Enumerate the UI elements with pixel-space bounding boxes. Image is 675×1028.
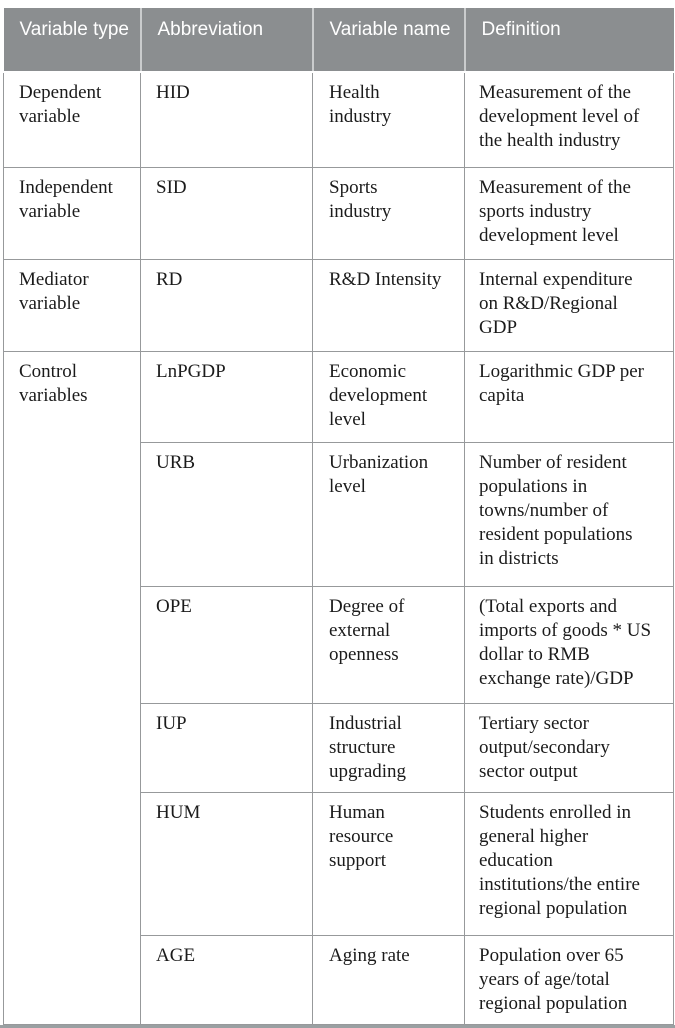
cell-variable-name: Industrial structure upgrading bbox=[312, 702, 465, 793]
cell-variable-name: Economic development level bbox=[312, 350, 465, 443]
cell-definition: Logarithmic GDP per capita bbox=[464, 350, 674, 443]
header-abbreviation: Abbreviation bbox=[139, 8, 313, 73]
variables-table: Variable type Abbreviation Variable name… bbox=[0, 8, 675, 1028]
cell-variable-type: Dependent variable bbox=[3, 71, 141, 168]
table-header: Variable type Abbreviation Variable name… bbox=[3, 8, 674, 73]
header-variable-name: Variable name bbox=[311, 8, 465, 73]
cell-variable-name: Urbanization level bbox=[312, 441, 465, 587]
cell-abbreviation: SID bbox=[140, 166, 313, 260]
table-row: Mediator variable RD R&D Intensity Internal… bbox=[3, 258, 674, 352]
header-variable-type: Variable type bbox=[3, 8, 141, 73]
header-row: Variable type Abbreviation Variable name… bbox=[3, 8, 674, 73]
cell-definition: Students enrolled in general higher educ… bbox=[464, 791, 674, 936]
cell-variable-name: Human resource support bbox=[312, 791, 465, 936]
cell-definition: Internal expenditure on R&D/Regional GDP bbox=[464, 258, 674, 352]
cell-abbreviation: LnPGDP bbox=[140, 350, 313, 443]
cell-abbreviation: RD bbox=[140, 258, 313, 352]
cell-variable-name: Sports industry bbox=[312, 166, 465, 260]
cell-definition: Measurement of the sports industry devel… bbox=[464, 166, 674, 260]
cell-abbreviation: AGE bbox=[140, 934, 313, 1025]
cell-variable-name: Degree of external openness bbox=[312, 585, 465, 704]
cell-variable-type: Mediator variable bbox=[3, 258, 141, 352]
cell-abbreviation: HID bbox=[140, 71, 313, 168]
table-row: URB Urbanization level Number of resident … bbox=[4, 441, 674, 587]
cell-variable-type: Control variables bbox=[3, 350, 141, 1025]
cell-abbreviation: HUM bbox=[140, 791, 313, 936]
cell-variable-name: Aging rate bbox=[312, 934, 465, 1025]
cell-definition: (Total exports and imports of goods * US… bbox=[464, 585, 674, 704]
header-definition: Definition bbox=[463, 8, 674, 73]
variables-definition-table: Variable type Abbreviation Variable name… bbox=[3, 8, 674, 1025]
cell-definition: Population over 65 years of age/total re… bbox=[464, 934, 674, 1025]
cell-variable-name: R&D Intensity bbox=[312, 258, 465, 352]
table-body: Dependent variable HID Health industry Meas… bbox=[3, 71, 674, 1025]
cell-definition: Number of resident populations in towns/… bbox=[464, 441, 674, 587]
table-row: AGE Aging rate Population over 65 years of… bbox=[4, 934, 674, 1025]
cell-abbreviation: URB bbox=[140, 441, 313, 587]
table-row: Control variables LnPGDP Economic developm… bbox=[3, 350, 674, 1025]
cell-abbreviation: OPE bbox=[140, 585, 313, 704]
table-row: HUM Human resource support Students enroll… bbox=[4, 791, 674, 936]
table-row: IUP Industrial structure upgrading Tertiar… bbox=[4, 702, 674, 793]
table-row: OPE Degree of external openness (Total exp… bbox=[4, 585, 674, 704]
cell-definition: Tertiary sector output/secondary sector … bbox=[464, 702, 674, 793]
table-row: Dependent variable HID Health industry Meas… bbox=[3, 71, 674, 168]
table-row: Independent variable SID Sports industry Me… bbox=[3, 166, 674, 260]
cell-definition: Measurement of the development level of … bbox=[464, 71, 674, 168]
cell-variable-type: Independent variable bbox=[3, 166, 141, 260]
cell-abbreviation: IUP bbox=[140, 702, 313, 793]
cell-variable-name: Health industry bbox=[312, 71, 465, 168]
